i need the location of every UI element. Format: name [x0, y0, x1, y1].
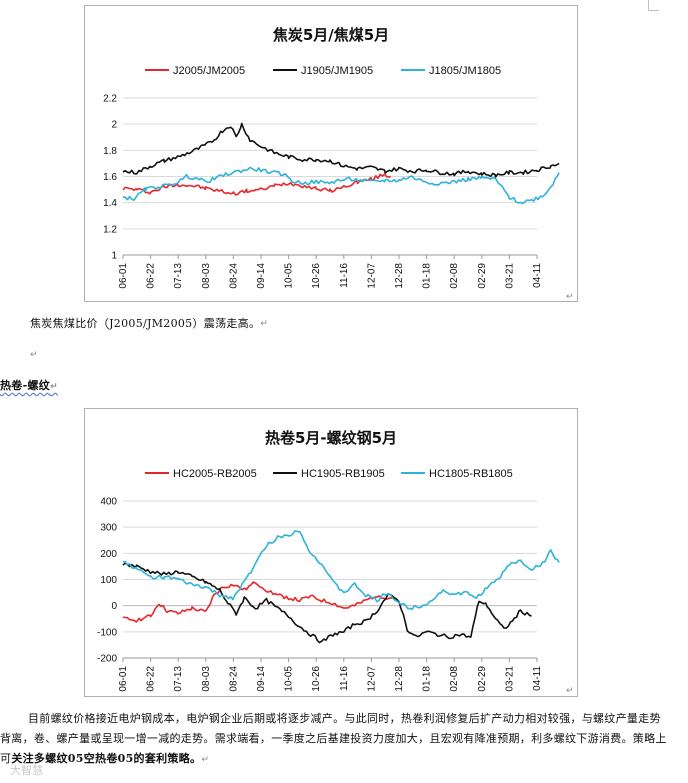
x-tick-label: 12-07 — [366, 666, 377, 692]
x-tick-label: 06-01 — [118, 263, 129, 289]
y-tick-label: 2.2 — [103, 94, 117, 105]
return-mark: ↵ — [566, 292, 574, 302]
chart-coke-coal-svg: 焦炭5月/焦煤5月 J2005/JM2005 J1905/JM1905 J1805/J… — [103, 26, 560, 289]
y-tick-label: -100 — [97, 627, 117, 638]
x-tick-label: 06-22 — [146, 666, 157, 692]
x-tick-label: 08-24 — [228, 263, 239, 289]
legend-label: HC1905-RB1905 — [301, 468, 385, 480]
body-text-strategy: 关注多螺纹05空热卷05的套利策略。 — [11, 752, 202, 765]
y-tick-label: 1.4 — [103, 198, 117, 209]
page-corner-mark — [648, 0, 659, 11]
x-tick-label: 12-07 — [366, 263, 377, 289]
y-tick-label: 100 — [100, 575, 117, 586]
return-mark: ↵ — [30, 350, 38, 360]
legend-label: J2005/JM2005 — [173, 65, 245, 77]
body-text-part1: 目前螺纹价格接近电炉钢成本，电炉钢企业后期或将逐步减产。与此同时，热卷利润修复后… — [0, 712, 667, 765]
series-line-2 — [122, 529, 560, 610]
x-tick-label: 11-16 — [339, 263, 350, 288]
x-tick-label: 03-21 — [504, 263, 515, 289]
y-tick-label: 0 — [111, 601, 117, 612]
return-mark: ↵ — [201, 755, 210, 765]
y-tick-label: 300 — [100, 523, 117, 534]
legend-label: HC2005-RB2005 — [173, 468, 257, 480]
x-tick-label: 06-22 — [146, 263, 157, 289]
x-tick-label: 10-05 — [284, 666, 295, 692]
y-tick-label: 1 — [111, 251, 117, 262]
x-tick-label: 01-18 — [422, 666, 433, 692]
legend-label: J1805/JM1805 — [429, 65, 501, 77]
chart-hc-rb-spread: 热卷5月-螺纹钢5月 HC2005-RB2005 HC1905-RB1905 HC18… — [84, 408, 578, 697]
body-paragraph: 目前螺纹价格接近电炉钢成本，电炉钢企业后期或将逐步减产。与此同时，热卷利润修复后… — [0, 709, 672, 770]
legend-label: HC1805-RB1805 — [429, 468, 513, 480]
y-tick-label: 400 — [100, 497, 117, 508]
x-tick-label: 04-11 — [532, 666, 543, 691]
legend-label: J1905/JM1905 — [301, 65, 373, 77]
x-tick-label: 08-03 — [201, 263, 212, 289]
chart-hc-rb-svg: 热卷5月-螺纹钢5月 HC2005-RB2005 HC1905-RB1905 HC18… — [97, 429, 560, 692]
series-line-2 — [123, 166, 560, 205]
y-tick-label: 2 — [111, 120, 117, 131]
watermark-logo: 大智慧 — [10, 764, 43, 777]
x-tick-label: 03-21 — [504, 666, 515, 692]
y-tick-label: -200 — [97, 654, 117, 665]
x-tick-label: 12-28 — [394, 263, 405, 289]
x-tick-label: 10-05 — [284, 263, 295, 289]
x-tick-label: 04-11 — [532, 263, 543, 288]
y-tick-label: 1.8 — [103, 146, 117, 157]
series-line-0 — [122, 581, 397, 623]
chart-title: 热卷5月-螺纹钢5月 — [265, 429, 397, 447]
caption-coke-coal: 焦炭焦煤比价（J2005/JM2005）震荡走高。 ↵ — [30, 314, 268, 334]
x-tick-label: 09-14 — [256, 666, 267, 692]
y-tick-label: 1.6 — [103, 172, 117, 183]
return-mark: ↵ — [50, 382, 58, 392]
series-line-1 — [122, 122, 560, 178]
heading-text: 热卷-螺纹 — [0, 379, 51, 392]
x-tick-label: 10-26 — [311, 263, 322, 289]
return-mark: ↵ — [260, 319, 269, 329]
series-line-1 — [122, 562, 532, 644]
y-tick-label: 200 — [100, 549, 117, 560]
x-tick-label: 06-01 — [118, 666, 129, 692]
x-tick-label: 12-28 — [394, 666, 405, 692]
x-tick-label: 11-16 — [339, 666, 350, 691]
x-tick-label: 08-03 — [201, 666, 212, 692]
x-tick-label: 01-18 — [422, 263, 433, 289]
x-tick-label: 02-29 — [477, 263, 488, 289]
y-tick-label: 1.2 — [103, 224, 117, 235]
x-tick-label: 09-14 — [256, 263, 267, 289]
caption-text: 焦炭焦煤比价（J2005/JM2005）震荡走高。 — [30, 317, 261, 330]
x-tick-label: 02-08 — [449, 263, 460, 289]
x-tick-label: 07-13 — [173, 666, 184, 692]
chart-coke-coal-ratio: 焦炭5月/焦煤5月 J2005/JM2005 J1905/JM1905 J1805/J… — [84, 5, 578, 302]
x-tick-label: 07-13 — [173, 263, 184, 289]
x-tick-label: 02-29 — [477, 666, 488, 692]
x-tick-label: 10-26 — [311, 666, 322, 692]
section-heading: 热卷-螺纹↵ — [0, 376, 58, 397]
x-tick-label: 02-08 — [449, 666, 460, 692]
series-line-0 — [122, 173, 391, 196]
chart-title: 焦炭5月/焦煤5月 — [272, 26, 389, 44]
x-tick-label: 08-24 — [228, 666, 239, 692]
return-mark: ↵ — [566, 686, 574, 696]
